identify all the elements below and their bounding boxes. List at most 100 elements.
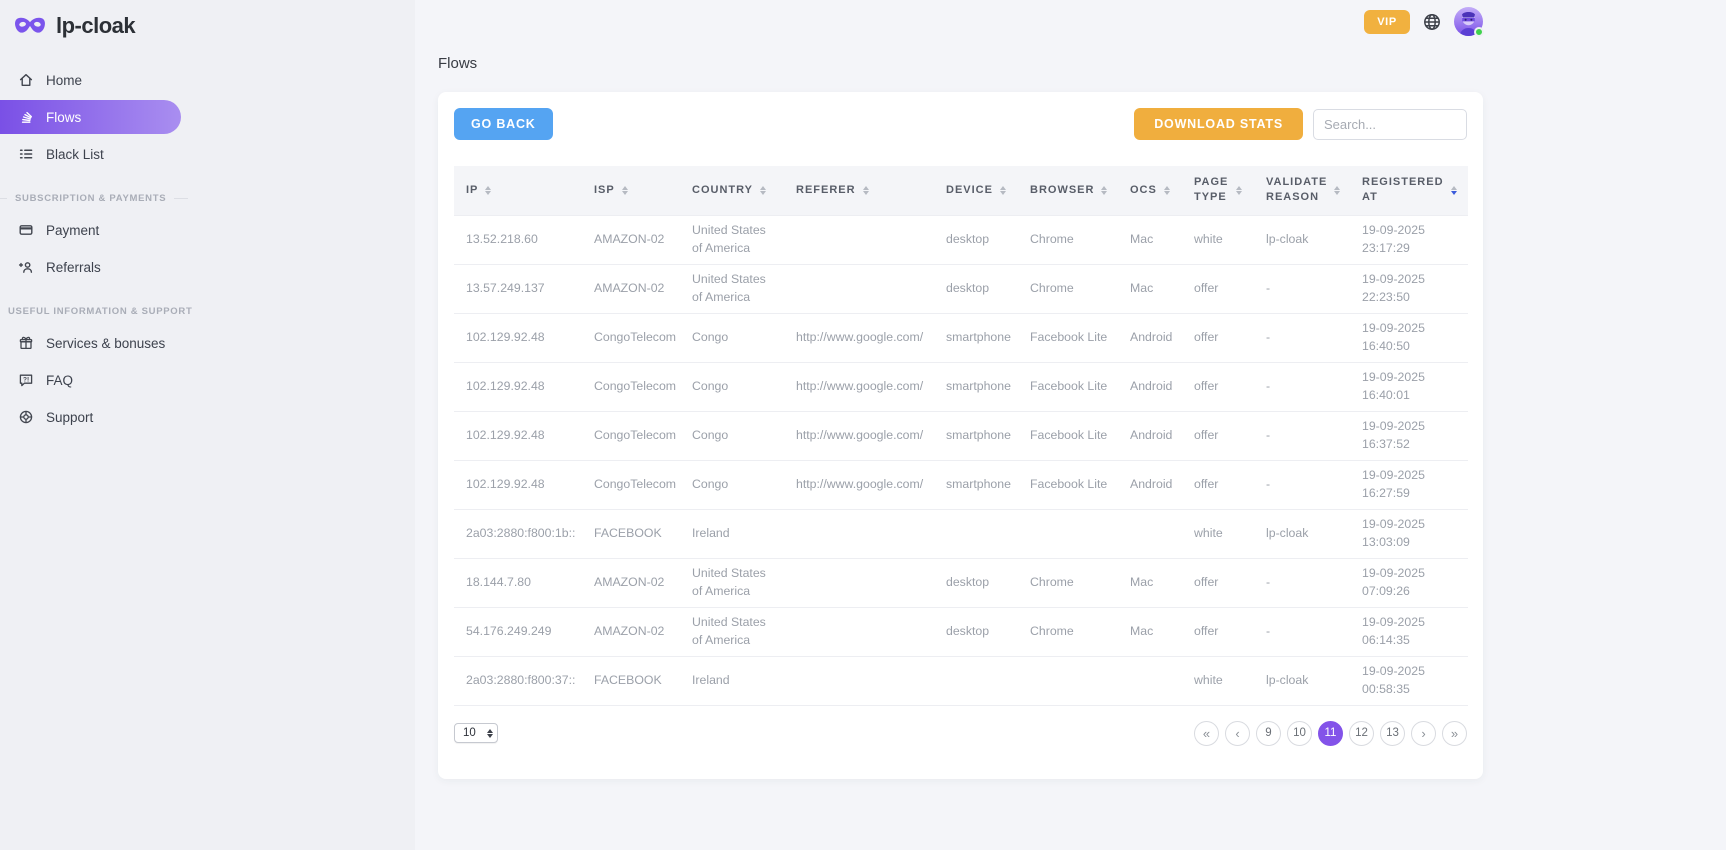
table-cell: Mac [1118, 214, 1182, 265]
sidebar-item-label: Black List [46, 146, 104, 162]
table-cell: offer [1182, 558, 1254, 608]
table-cell: CongoTelecom [582, 313, 680, 363]
table-cell: Congo [680, 362, 784, 412]
page-button-10[interactable]: 10 [1287, 720, 1312, 746]
table-cell: AMAZON-02 [582, 264, 680, 314]
table-cell: http://www.google.com/ [784, 460, 934, 510]
main-content: Flows GO BACK DOWNLOAD STATS IP ISP COUN… [438, 55, 1483, 779]
page-size-select[interactable]: 10 [454, 723, 498, 744]
table-cell: CongoTelecom [582, 362, 680, 412]
column-header-ocs[interactable]: OCS [1118, 166, 1182, 216]
table-cell: Mac [1118, 264, 1182, 314]
table-cell: 19-09-2025 07:09:26 [1350, 558, 1468, 608]
table-cell: CongoTelecom [582, 460, 680, 510]
sidebar-section-header: SUBSCRIPTION & PAYMENTS [0, 174, 200, 213]
table-cell: - [1254, 411, 1350, 461]
table-cell: smartphone [934, 313, 1018, 363]
sidebar-item-label: Referrals [46, 259, 101, 275]
column-header-device[interactable]: DEVICE [934, 166, 1018, 216]
table-cell: offer [1182, 313, 1254, 363]
sort-icon-active[interactable] [1450, 185, 1457, 195]
table-cell: desktop [934, 214, 1018, 265]
table-row: 2a03:2880:f800:37:: FACEBOOK Ireland white l… [454, 656, 1468, 706]
sidebar-item-referrals[interactable]: Referrals [0, 250, 200, 284]
sidebar-item-home[interactable]: Home [0, 63, 200, 97]
table-cell: lp-cloak [1254, 509, 1350, 559]
table-cell: - [1254, 362, 1350, 412]
column-header-registered-at[interactable]: REGISTERED AT [1350, 166, 1468, 216]
sort-icon[interactable] [1334, 185, 1341, 195]
table-row: 102.129.92.48 CongoTelecom Congo http://www… [454, 313, 1468, 363]
sidebar-item-label: Flows [46, 109, 82, 125]
vip-button[interactable]: VIP [1364, 9, 1410, 34]
sidebar-item-label: Home [46, 72, 83, 88]
sort-icon[interactable] [1236, 185, 1242, 195]
sidebar-item-black-list[interactable]: Black List [0, 137, 200, 171]
table-cell: 2a03:2880:f800:37:: [454, 656, 582, 706]
sidebar-item-services-bonuses[interactable]: Services & bonuses [0, 326, 200, 360]
table-cell: Android [1118, 313, 1182, 363]
table-cell: 102.129.92.48 [454, 362, 582, 412]
page-button-11[interactable]: 11 [1318, 720, 1343, 746]
column-header-ip[interactable]: IP [454, 166, 582, 216]
next-page-button[interactable]: › [1411, 720, 1436, 746]
table-cell: offer [1182, 411, 1254, 461]
table-cell: http://www.google.com/ [784, 411, 934, 461]
table-cell: 19-09-2025 00:58:35 [1350, 656, 1468, 706]
sidebar-item-support[interactable]: Support [0, 400, 200, 434]
table-cell: 19-09-2025 16:40:50 [1350, 313, 1468, 363]
sort-icon[interactable] [621, 185, 628, 195]
page-button-12[interactable]: 12 [1349, 720, 1374, 746]
globe-icon[interactable] [1423, 13, 1441, 31]
page-button-13[interactable]: 13 [1380, 720, 1405, 746]
table-cell: Chrome [1018, 558, 1118, 608]
table-cell [1018, 509, 1118, 559]
column-header-country[interactable]: COUNTRY [680, 166, 784, 216]
sidebar-section-header: USEFUL INFORMATION & SUPPORT [0, 287, 200, 326]
column-header-browser[interactable]: BROWSER [1018, 166, 1118, 216]
table-cell: - [1254, 460, 1350, 510]
table-cell: offer [1182, 362, 1254, 412]
sort-icon[interactable] [1101, 185, 1108, 195]
sort-icon[interactable] [1163, 185, 1170, 195]
sort-icon[interactable] [759, 185, 766, 195]
table-cell: - [1254, 313, 1350, 363]
table-cell: 2a03:2880:f800:1b:: [454, 509, 582, 559]
search-input[interactable] [1313, 108, 1467, 140]
table-cell: http://www.google.com/ [784, 362, 934, 412]
column-header-isp[interactable]: ISP [582, 166, 680, 216]
table-cell: offer [1182, 264, 1254, 314]
sort-icon[interactable] [999, 185, 1006, 195]
table-cell: 19-09-2025 13:03:09 [1350, 509, 1468, 559]
go-back-button[interactable]: GO BACK [454, 108, 553, 140]
user-avatar[interactable] [1454, 7, 1484, 37]
table-body: 13.52.218.60 AMAZON-02 United States of Am… [454, 214, 1468, 706]
column-header-referer[interactable]: REFERER [784, 166, 934, 216]
column-header-page-type[interactable]: PAGE TYPE [1182, 166, 1254, 216]
table-cell: Facebook Lite [1018, 411, 1118, 461]
page-button-9[interactable]: 9 [1256, 720, 1281, 746]
sidebar-item-flows[interactable]: Flows [0, 100, 181, 134]
sidebar-item-payment[interactable]: Payment [0, 213, 200, 247]
last-page-button[interactable]: » [1442, 720, 1467, 746]
table-cell: FACEBOOK [582, 656, 680, 706]
column-header-validate-reason[interactable]: VALIDATE REASON [1254, 166, 1350, 216]
table-row: 102.129.92.48 CongoTelecom Congo http://www… [454, 411, 1468, 461]
online-status-dot [1474, 27, 1484, 37]
flows-stack-icon [17, 109, 34, 125]
table-row: 18.144.7.80 AMAZON-02 United States of Ame… [454, 558, 1468, 608]
first-page-button[interactable]: « [1194, 720, 1219, 746]
table-cell: - [1254, 264, 1350, 314]
table-cell: 102.129.92.48 [454, 460, 582, 510]
sidebar-background [0, 0, 415, 850]
prev-page-button[interactable]: ‹ [1225, 720, 1250, 746]
table-cell: desktop [934, 558, 1018, 608]
table-cell: 102.129.92.48 [454, 313, 582, 363]
sidebar-item-faq[interactable]: ?! FAQ [0, 363, 200, 397]
table-cell: Ireland [680, 509, 784, 559]
sort-icon[interactable] [485, 185, 492, 195]
download-stats-button[interactable]: DOWNLOAD STATS [1134, 108, 1303, 140]
brand-logo[interactable]: lp-cloak [0, 0, 200, 39]
table-cell: United States of America [680, 264, 784, 314]
sort-icon[interactable] [862, 185, 869, 195]
